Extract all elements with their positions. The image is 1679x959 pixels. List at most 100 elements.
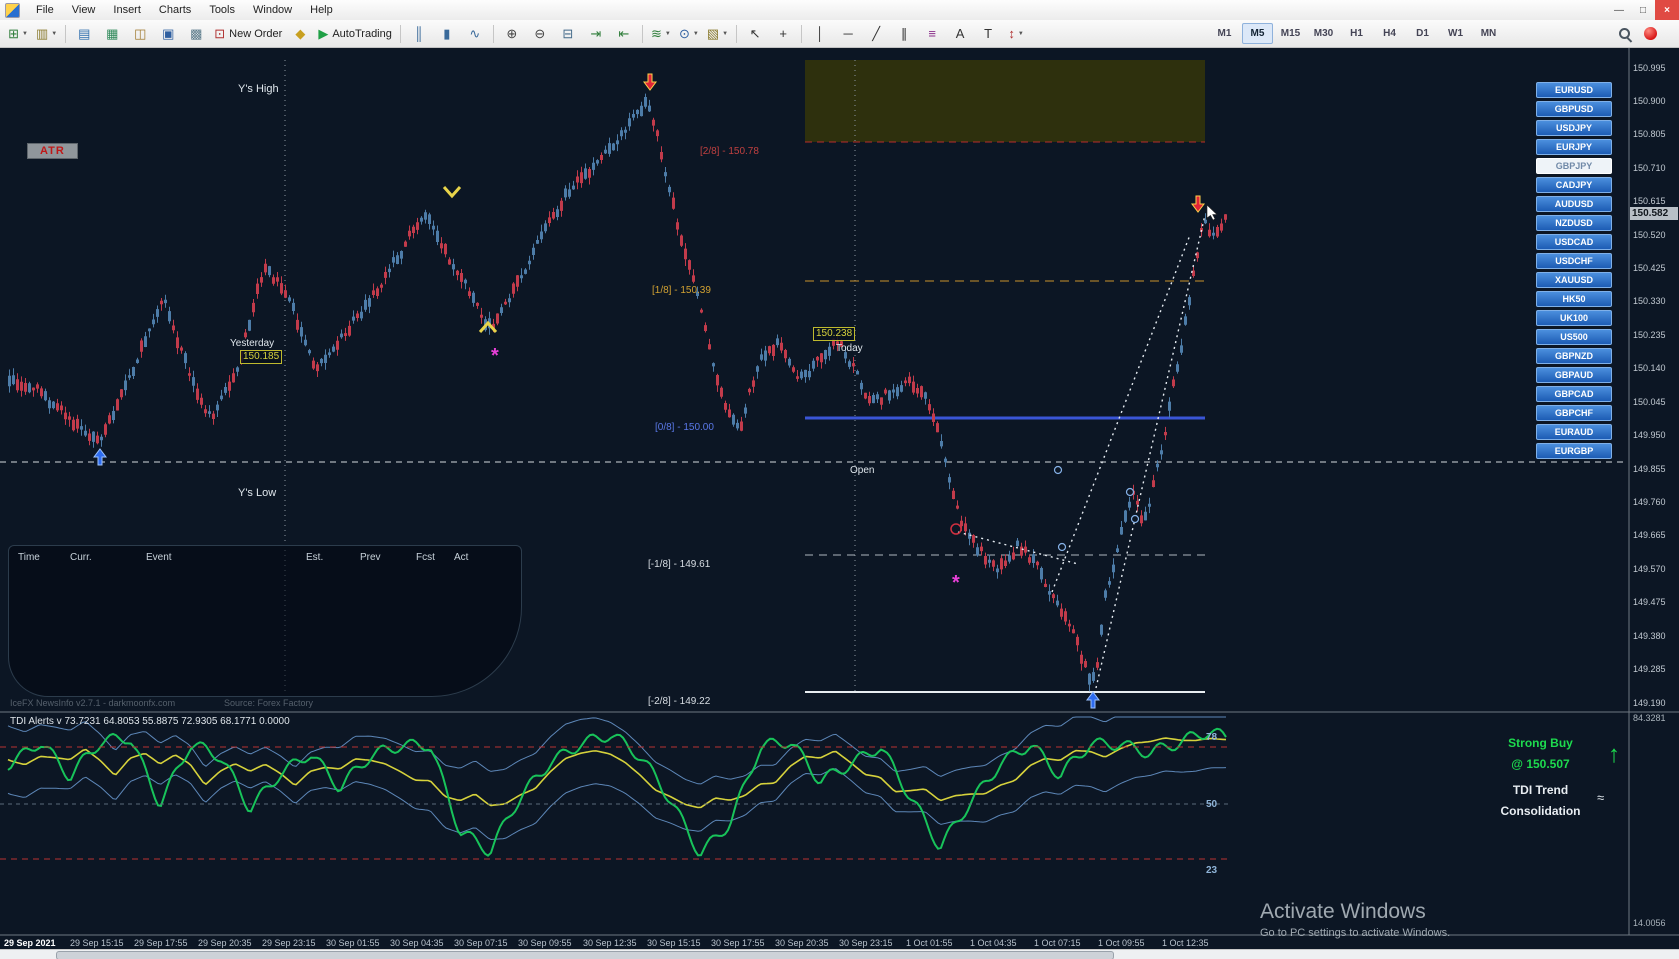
mouse-cursor[interactable]	[1206, 204, 1218, 221]
timeframe-m1-button[interactable]: M1	[1217, 28, 1232, 39]
symbol-button-us500[interactable]: US500	[1536, 329, 1612, 345]
profiles-button[interactable]: ▥ ▼	[33, 22, 60, 45]
menu-window[interactable]: Window	[253, 4, 293, 16]
symbol-button-usdjpy[interactable]: USDJPY	[1536, 120, 1612, 136]
window-controls: — □ ×	[1607, 0, 1679, 20]
timeframe-m5-button[interactable]: M5	[1242, 23, 1273, 44]
autotrading-button[interactable]: ▶ AutoTrading	[315, 22, 395, 45]
tile-windows-button[interactable]: ⊟	[555, 22, 581, 45]
yellow-up-chevron-marker[interactable]	[478, 320, 498, 333]
search-icon[interactable]	[1618, 27, 1632, 41]
periods-button[interactable]: ⊙ ▼	[676, 22, 702, 45]
symbol-button-eurusd[interactable]: EURUSD	[1536, 82, 1612, 98]
trendline-1[interactable]	[957, 531, 1079, 565]
maximize-button[interactable]: □	[1639, 4, 1647, 16]
timeframe-h4-button[interactable]: H4	[1383, 28, 1396, 39]
buy-arrow-left-marker[interactable]	[93, 448, 107, 466]
magenta-star-marker-1[interactable]: *	[491, 345, 499, 367]
close-button[interactable]: ×	[1655, 0, 1679, 20]
strategy-tester-button[interactable]: ▩	[183, 22, 209, 45]
symbol-button-gbpusd[interactable]: GBPUSD	[1536, 101, 1612, 117]
indicators-button[interactable]: ≋ ▼	[648, 22, 674, 45]
trend-dot-1[interactable]	[1125, 487, 1135, 497]
timeframe-m30-button[interactable]: M30	[1313, 28, 1334, 39]
symbol-button-usdcad[interactable]: USDCAD	[1536, 234, 1612, 250]
new-order-button[interactable]: ⊡ New Order	[211, 22, 285, 45]
navigator-button[interactable]: ◫	[127, 22, 153, 45]
symbol-button-gbpjpy[interactable]: GBPJPY	[1536, 158, 1612, 174]
yellow-down-chevron-marker[interactable]	[442, 186, 462, 199]
timeframe-mn-button[interactable]: MN	[1480, 28, 1497, 39]
fibonacci-button[interactable]: ≡	[919, 22, 945, 45]
symbol-button-uk100[interactable]: UK100	[1536, 310, 1612, 326]
scrollbar-thumb[interactable]	[56, 951, 1114, 959]
new-chart-button[interactable]: ⊞ ▼	[5, 22, 31, 45]
symbol-button-cadjpy[interactable]: CADJPY	[1536, 177, 1612, 193]
bar-chart-button[interactable]: ║	[406, 22, 432, 45]
symbol-button-gbpchf[interactable]: GBPCHF	[1536, 405, 1612, 421]
symbol-button-euraud[interactable]: EURAUD	[1536, 424, 1612, 440]
chart-canvas[interactable]: **	[0, 47, 1679, 949]
line-chart-button[interactable]: ∿	[462, 22, 488, 45]
symbol-button-xauusd[interactable]: XAUUSD	[1536, 272, 1612, 288]
minimize-button[interactable]: —	[1614, 4, 1624, 16]
symbol-button-eurjpy[interactable]: EURJPY	[1536, 139, 1612, 155]
zoom-in-button[interactable]: ⊕	[499, 22, 525, 45]
horizontal-scrollbar[interactable]	[0, 949, 1679, 959]
timeframe-h1-button[interactable]: H1	[1350, 28, 1363, 39]
menu-tools[interactable]: Tools	[209, 4, 235, 16]
vertical-line-button[interactable]: │	[807, 22, 833, 45]
trendline-button[interactable]: ╱	[863, 22, 889, 45]
swing-circle-marker[interactable]	[950, 523, 962, 535]
yesterday-close-price-tag[interactable]: 150.185	[240, 350, 283, 364]
symbol-button-hk50[interactable]: HK50	[1536, 291, 1612, 307]
timeframe-d1-button[interactable]: D1	[1416, 28, 1429, 39]
symbol-button-eurgbp[interactable]: EURGBP	[1536, 443, 1612, 459]
zoom-out-button[interactable]: ⊖	[527, 22, 553, 45]
buy-arrow-bottom-marker[interactable]	[1086, 691, 1100, 709]
text-label-button[interactable]: T	[975, 22, 1001, 45]
terminal-button[interactable]: ▣	[155, 22, 181, 45]
candlestick-chart-button[interactable]: ▮	[434, 22, 460, 45]
menu-help[interactable]: Help	[310, 4, 333, 16]
notifications-icon[interactable]	[1644, 27, 1657, 40]
trend-dot-2[interactable]	[1130, 514, 1140, 524]
data-window-button[interactable]: ▦	[99, 22, 125, 45]
sell-arrow-top-marker[interactable]	[643, 73, 657, 91]
market-watch-button[interactable]: ▤	[71, 22, 97, 45]
arrows-button[interactable]: ↕ ▼	[1003, 22, 1029, 45]
sell-arrow-right-marker[interactable]	[1191, 195, 1205, 213]
time-axis-label: 29 Sep 2021	[4, 938, 56, 948]
magenta-star-marker-2[interactable]: *	[952, 572, 960, 594]
templates-button[interactable]: ▧ ▼	[704, 22, 731, 45]
chart-shift-button[interactable]: ⇤	[611, 22, 637, 45]
trend-dot-3[interactable]	[1053, 465, 1063, 475]
trend-dot-4[interactable]	[1057, 542, 1067, 552]
crosshair-button[interactable]: +	[770, 22, 796, 45]
timeframe-w1-button[interactable]: W1	[1448, 28, 1463, 39]
bar-chart-icon: ║	[414, 26, 424, 41]
symbol-button-gbpcad[interactable]: GBPCAD	[1536, 386, 1612, 402]
menu-insert[interactable]: Insert	[113, 4, 141, 16]
menu-file[interactable]: File	[36, 4, 54, 16]
trendline-2[interactable]	[1051, 234, 1191, 593]
symbol-button-nzdusd[interactable]: NZDUSD	[1536, 215, 1612, 231]
menu-view[interactable]: View	[71, 4, 96, 16]
chart-window[interactable]: * * Y's High Y's Low Yesterday 150.185 15…	[0, 47, 1679, 949]
timeframe-m15-button[interactable]: M15	[1280, 28, 1301, 39]
auto-scroll-button[interactable]: ⇥	[583, 22, 609, 45]
metaeditor-button[interactable]: ◆	[287, 22, 313, 45]
equidistant-channel-button[interactable]: ∥	[891, 22, 917, 45]
symbol-button-gbpaud[interactable]: GBPAUD	[1536, 367, 1612, 383]
menu-charts[interactable]: Charts	[158, 4, 192, 16]
symbol-button-audusd[interactable]: AUDUSD	[1536, 196, 1612, 212]
symbol-button-gbpnzd[interactable]: GBPNZD	[1536, 348, 1612, 364]
symbol-button-usdchf[interactable]: USDCHF	[1536, 253, 1612, 269]
current-price-tag[interactable]: 150.238	[813, 327, 856, 341]
resistance-zone-box[interactable]	[805, 60, 1205, 142]
cursor-button[interactable]: ↖	[742, 22, 768, 45]
atr-button[interactable]: ATR	[27, 143, 78, 159]
trendline-3[interactable]	[1095, 214, 1206, 689]
horizontal-line-button[interactable]: ─	[835, 22, 861, 45]
text-button[interactable]: A	[947, 22, 973, 45]
